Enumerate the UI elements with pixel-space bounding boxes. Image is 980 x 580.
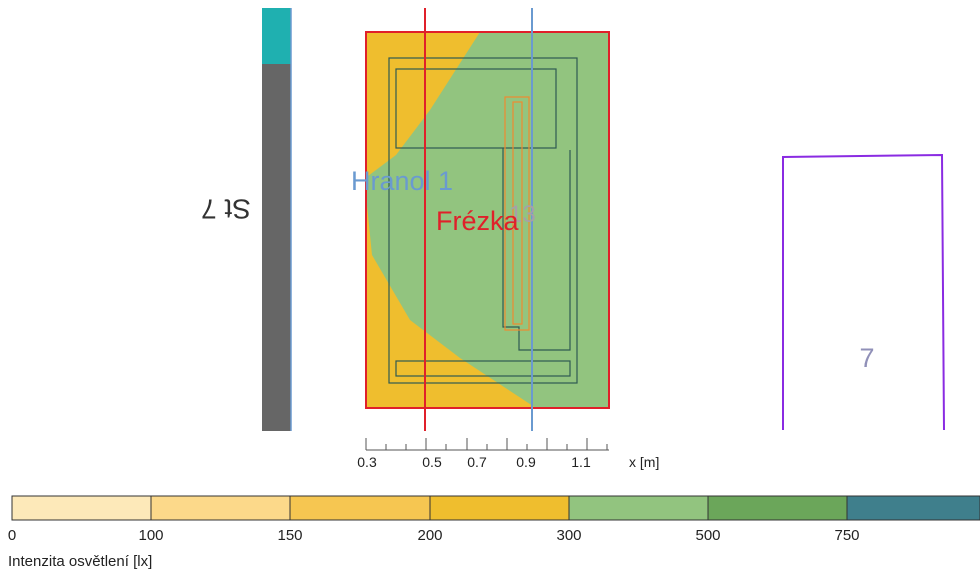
legend-swatch-100-150 bbox=[150, 495, 291, 521]
x-tick-label: 1.1 bbox=[571, 454, 591, 470]
hidden-number-label: 13 bbox=[509, 201, 536, 228]
wall-st7 bbox=[262, 8, 292, 431]
machine-inner-outline bbox=[502, 148, 571, 351]
machine-outlines bbox=[388, 57, 578, 384]
legend-colorbar bbox=[11, 495, 980, 521]
wall-teal-segment bbox=[262, 8, 291, 65]
legend-title: Intenzita osvětlení [lx] bbox=[8, 553, 152, 570]
x-axis-unit: x [m] bbox=[629, 454, 659, 470]
x-tick-label: 0.7 bbox=[467, 454, 487, 470]
legend-tick-label: 750 bbox=[834, 527, 859, 544]
legend-tick-label: 200 bbox=[417, 527, 442, 544]
machine-base-outline bbox=[395, 360, 571, 377]
x-tick-label: 0.9 bbox=[516, 454, 536, 470]
frezka-label: Frézka bbox=[436, 206, 520, 236]
legend-swatch-150-200 bbox=[289, 495, 431, 521]
hranol-label: Hranol 1 bbox=[351, 166, 453, 196]
field-border bbox=[365, 31, 610, 409]
slot-outer bbox=[504, 96, 530, 331]
legend-tick-label: 0 bbox=[8, 527, 16, 544]
machine-top-outline bbox=[395, 68, 557, 149]
x-tick-label: 0.3 bbox=[357, 454, 377, 470]
green-zone bbox=[366, 32, 609, 408]
room-7-label: 7 bbox=[859, 343, 874, 373]
legend-tick-labels: 0 100 150 200 300 500 750 bbox=[8, 527, 860, 544]
legend-swatch-500-750 bbox=[707, 495, 848, 521]
legend-tick-label: 300 bbox=[556, 527, 581, 544]
x-tick-label: 0.5 bbox=[422, 454, 442, 470]
frezka-slot bbox=[504, 96, 530, 331]
wall-gray-segment bbox=[262, 64, 291, 431]
legend-tick-label: 150 bbox=[277, 527, 302, 544]
legend-swatch-750-plus bbox=[846, 495, 980, 521]
x-axis bbox=[365, 438, 609, 451]
legend-swatch-300-500 bbox=[568, 495, 709, 521]
x-axis-tick-labels: 0.3 0.5 0.7 0.9 1.1 bbox=[357, 454, 591, 470]
wall-label: St 7 bbox=[201, 194, 251, 225]
illuminance-field bbox=[365, 31, 610, 409]
legend-swatch-0-100 bbox=[11, 495, 152, 521]
legend-tick-label: 100 bbox=[138, 527, 163, 544]
slot-inner bbox=[512, 101, 523, 325]
legend-swatch-200-300 bbox=[429, 495, 570, 521]
legend-tick-label: 500 bbox=[695, 527, 720, 544]
room-7-outline bbox=[782, 153, 945, 431]
machine-outer-outline bbox=[388, 57, 578, 384]
